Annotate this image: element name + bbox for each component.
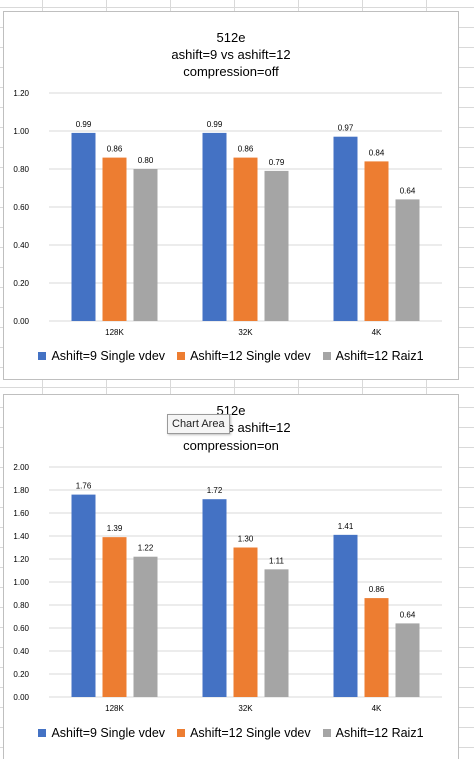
data-label: 0.80	[138, 156, 154, 165]
data-label: 1.11	[269, 556, 285, 565]
x-tick-label: 32K	[238, 704, 253, 713]
bar	[102, 157, 127, 321]
chart-title-line-1: 512e	[216, 30, 246, 45]
legend-item: Ashift=12 Raiz1	[322, 726, 424, 740]
y-tick-label: 0.60	[13, 624, 29, 633]
legend-item: Ashift=9 Single vdev	[38, 349, 165, 363]
bar	[333, 136, 358, 321]
chart-area-compression-off[interactable]: 512e ashift=9 vs ashift=12 compression=o…	[3, 11, 459, 380]
bar	[133, 556, 158, 697]
chart-area-compression-on[interactable]: 512e ashift=9 vs ashift=12 compression=o…	[3, 394, 459, 759]
legend-label: Ashift=12 Raiz1	[335, 349, 424, 363]
data-label: 0.86	[369, 585, 385, 594]
legend-swatch	[38, 352, 47, 360]
data-label: 0.79	[269, 158, 285, 167]
data-label: 0.64	[400, 186, 416, 195]
x-tick-label: 4K	[372, 704, 382, 713]
y-tick-label: 1.20	[13, 555, 29, 564]
x-tick-label: 128K	[105, 328, 124, 337]
legend-swatch	[322, 352, 331, 360]
y-tick-label: 1.20	[13, 89, 29, 98]
bar	[364, 598, 389, 697]
legend-item: Ashift=9 Single vdev	[38, 726, 165, 740]
legend-item: Ashift=12 Single vdev	[177, 349, 311, 363]
legend-item: Ashift=12 Raiz1	[322, 349, 424, 363]
y-tick-label: 0.00	[13, 317, 29, 326]
legend-label: Ashift=9 Single vdev	[51, 349, 166, 363]
data-label: 1.72	[207, 486, 223, 495]
bar-chart-plot: 0.00 0.20 0.40 0.60 0.80 1.00 1.20 1.40 1.60 1.80…	[13, 463, 442, 713]
legend-item: Ashift=12 Single vdev	[177, 726, 311, 740]
legend-label: Ashift=9 Single vdev	[51, 726, 166, 740]
chart-legend: Ashift=9 Single vdev Ashift=12 Single vd…	[4, 349, 458, 363]
x-tick-label: 128K	[105, 704, 124, 713]
bar-chart-plot: 0.00 0.20 0.40 0.60 0.80 1.00 1.20 0.99 0.86 0.80…	[13, 89, 442, 337]
data-label: 0.99	[76, 120, 92, 129]
data-label: 0.86	[238, 145, 254, 154]
data-label: 0.86	[107, 145, 123, 154]
data-label: 0.84	[369, 148, 385, 157]
legend-swatch	[177, 729, 186, 737]
legend-swatch	[322, 729, 331, 737]
y-tick-label: 0.20	[13, 670, 29, 679]
chart-legend: Ashift=9 Single vdev Ashift=12 Single vd…	[4, 726, 458, 740]
data-label: 0.99	[207, 120, 223, 129]
bar	[364, 161, 389, 321]
x-tick-label: 4K	[372, 328, 382, 337]
data-label: 1.22	[138, 544, 154, 553]
bar	[202, 499, 227, 697]
y-tick-label: 1.80	[13, 486, 29, 495]
y-tick-label: 0.20	[13, 279, 29, 288]
legend-label: Ashift=12 Raiz1	[335, 726, 424, 740]
bar	[102, 537, 127, 697]
legend-label: Ashift=12 Single vdev	[190, 726, 311, 740]
y-tick-label: 0.00	[13, 693, 29, 702]
legend-swatch	[38, 729, 47, 737]
data-label: 1.76	[76, 482, 92, 491]
chart-title-line-3: compression=off	[183, 64, 279, 79]
y-tick-label: 0.40	[13, 647, 29, 656]
y-tick-label: 0.80	[13, 601, 29, 610]
bar	[233, 157, 258, 321]
bar	[395, 199, 420, 321]
y-tick-label: 1.40	[13, 532, 29, 541]
y-tick-label: 0.80	[13, 165, 29, 174]
y-tick-label: 1.00	[13, 578, 29, 587]
bar	[71, 132, 96, 321]
y-tick-label: 0.40	[13, 241, 29, 250]
y-tick-label: 1.60	[13, 509, 29, 518]
data-label: 1.39	[107, 524, 123, 533]
bar	[71, 494, 96, 697]
y-tick-label: 2.00	[13, 463, 29, 472]
data-label: 1.30	[238, 535, 254, 544]
bar	[202, 132, 227, 321]
bar	[264, 569, 289, 697]
y-tick-label: 1.00	[13, 127, 29, 136]
bar	[133, 169, 158, 321]
bar	[233, 547, 258, 697]
data-label: 0.64	[400, 610, 416, 619]
x-tick-label: 32K	[238, 328, 253, 337]
bar	[333, 534, 358, 697]
chart-area-tooltip: Chart Area	[167, 414, 230, 434]
data-label: 0.97	[338, 124, 354, 133]
legend-swatch	[177, 352, 186, 360]
chart-title-line-3: compression=on	[183, 438, 279, 453]
y-tick-label: 0.60	[13, 203, 29, 212]
bar	[395, 623, 420, 697]
bar	[264, 170, 289, 321]
legend-label: Ashift=12 Single vdev	[190, 349, 311, 363]
data-label: 1.41	[338, 522, 354, 531]
chart-title-line-2: ashift=9 vs ashift=12	[171, 47, 291, 62]
